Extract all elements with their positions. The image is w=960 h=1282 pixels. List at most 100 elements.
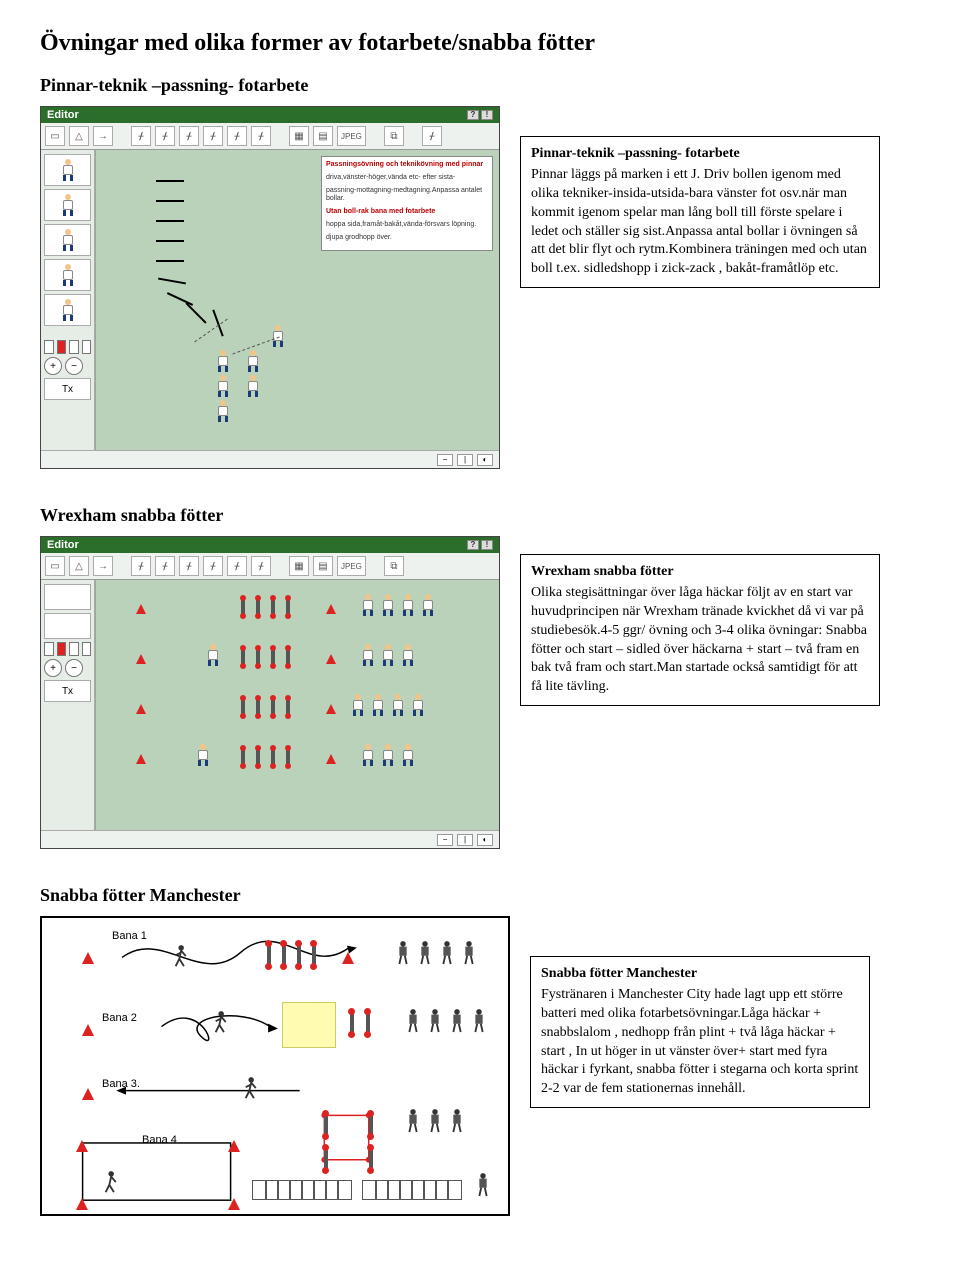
color-swatches — [44, 642, 91, 656]
editor-2: Editor ? ! ▭ △ → ᚋ ᚋ ᚋ ᚋ ᚋ ᚋ — [40, 536, 500, 849]
player-icon — [402, 1108, 424, 1134]
swatch-red[interactable] — [57, 642, 67, 656]
editor2-statusbar: − | ◐ — [41, 830, 499, 848]
status-icon[interactable]: | — [457, 454, 473, 466]
tool-icon[interactable]: → — [93, 556, 113, 576]
player-icon — [424, 1008, 446, 1034]
player-icon[interactable]: ᚋ — [155, 126, 175, 146]
player-icon — [446, 1008, 468, 1034]
section2-heading: Wrexham snabba fötter — [40, 505, 920, 526]
status-icon[interactable]: − — [437, 454, 453, 466]
palette-player[interactable] — [44, 224, 91, 256]
player-icon[interactable]: ᚋ — [251, 126, 271, 146]
player-icon[interactable]: ᚋ — [155, 556, 175, 576]
section3-description: Snabba fötter Manchester Fystränaren i M… — [530, 956, 870, 1108]
editor2-sidebar: + − Tx — [41, 580, 95, 830]
plus-icon[interactable]: + — [44, 357, 62, 375]
swatch-white[interactable] — [82, 642, 92, 656]
player-icon — [472, 1172, 494, 1198]
copy-icon[interactable]: ⧉ — [384, 556, 404, 576]
editor1-toolbar: ▭ △ → ᚋ ᚋ ᚋ ᚋ ᚋ ᚋ ▦ ▤ JPEG ⧉ — [41, 123, 499, 150]
copy-icon[interactable]: ⧉ — [384, 126, 404, 146]
section-pinnar: Pinnar-teknik –passning- fotarbete Edito… — [40, 75, 920, 469]
tx-button[interactable]: Tx — [44, 378, 91, 400]
palette-player[interactable] — [44, 294, 91, 326]
player-icon[interactable]: ᚋ — [203, 126, 223, 146]
palette-player[interactable] — [44, 259, 91, 291]
runner-icon — [242, 1076, 264, 1102]
section-wrexham: Wrexham snabba fötter Editor ? ! ▭ △ → ᚋ — [40, 505, 920, 849]
bana1-label: Bana 1 — [112, 930, 147, 942]
tool-icon[interactable]: ▤ — [313, 556, 333, 576]
section1-description: Pinnar-teknik –passning- fotarbete Pinna… — [520, 136, 880, 288]
editor1-canvas[interactable]: Passningsövning och teknikövning med pin… — [95, 150, 499, 450]
palette-player[interactable] — [44, 154, 91, 186]
player-icon — [402, 1008, 424, 1034]
tool-icon[interactable]: ▭ — [45, 556, 65, 576]
section3-heading: Snabba fötter Manchester — [40, 885, 920, 906]
player-icon[interactable]: ᚋ — [179, 126, 199, 146]
section3-diagram: Bana 1 Bana 2 Bana 3. Bana 4 — [40, 916, 510, 1216]
editor1-statusbar: − | ◐ — [41, 450, 499, 468]
status-icon[interactable]: ◐ — [477, 834, 493, 846]
swatch-white[interactable] — [44, 642, 54, 656]
swatch-white[interactable] — [82, 340, 92, 354]
palette-player[interactable] — [44, 613, 91, 639]
page-title: Övningar med olika former av fotarbete/s… — [40, 30, 920, 57]
info-icon[interactable]: ! — [481, 540, 493, 550]
player-icon — [392, 940, 414, 966]
palette-player[interactable] — [44, 189, 91, 221]
tool-icon[interactable]: ▭ — [45, 126, 65, 146]
editor1-title: Editor — [47, 109, 79, 121]
player-icon — [458, 940, 480, 966]
player-icon[interactable]: ᚋ — [251, 556, 271, 576]
player-icon — [436, 940, 458, 966]
grid-icon[interactable]: ▦ — [289, 126, 309, 146]
tool-icon[interactable]: → — [93, 126, 113, 146]
editor2-titlebar: Editor ? ! — [41, 537, 499, 553]
help-icon[interactable]: ? — [467, 540, 479, 550]
runner-icon — [212, 1010, 234, 1036]
player-icon[interactable]: ᚋ — [179, 556, 199, 576]
player-icon — [446, 1108, 468, 1134]
desc1-body: Pinnar läggs på marken i ett J. Driv bol… — [531, 166, 869, 279]
desc3-title: Snabba fötter Manchester — [541, 965, 859, 984]
status-icon[interactable]: | — [457, 834, 473, 846]
player-icon[interactable]: ᚋ — [227, 556, 247, 576]
jpeg-button[interactable]: JPEG — [337, 126, 366, 146]
runner-icon[interactable]: ᚋ — [422, 126, 442, 146]
status-icon[interactable]: − — [437, 834, 453, 846]
player-icon[interactable]: ᚋ — [131, 126, 151, 146]
help-icon[interactable]: ? — [467, 110, 479, 120]
jpeg-button[interactable]: JPEG — [337, 556, 366, 576]
player-icon[interactable]: ᚋ — [131, 556, 151, 576]
desc2-title: Wrexham snabba fötter — [531, 563, 869, 582]
tx-button[interactable]: Tx — [44, 680, 91, 702]
palette-player[interactable] — [44, 584, 91, 610]
player-icon — [424, 1108, 446, 1134]
editor1-titlebar: Editor ? ! — [41, 107, 499, 123]
player-icon[interactable]: ᚋ — [227, 126, 247, 146]
section2-diagram: Editor ? ! ▭ △ → ᚋ ᚋ ᚋ ᚋ ᚋ ᚋ — [40, 536, 500, 849]
swatch-red[interactable] — [57, 340, 67, 354]
grid-icon[interactable]: ▦ — [289, 556, 309, 576]
section2-description: Wrexham snabba fötter Olika stegisättnin… — [520, 554, 880, 706]
desc3-body: Fystränaren i Manchester City hade lagt … — [541, 986, 859, 1099]
desc1-title: Pinnar-teknik –passning- fotarbete — [531, 145, 869, 164]
swatch-white[interactable] — [69, 642, 79, 656]
minus-icon[interactable]: − — [65, 357, 83, 375]
info-icon[interactable]: ! — [481, 110, 493, 120]
swatch-white[interactable] — [44, 340, 54, 354]
tool-icon[interactable]: △ — [69, 556, 89, 576]
ladder — [362, 1180, 462, 1200]
player-icon[interactable]: ᚋ — [203, 556, 223, 576]
minus-icon[interactable]: − — [65, 659, 83, 677]
bana2-label: Bana 2 — [102, 1012, 137, 1024]
tool-icon[interactable]: △ — [69, 126, 89, 146]
editor2-canvas[interactable] — [95, 580, 499, 830]
swatch-white[interactable] — [69, 340, 79, 354]
editor-1: Editor ? ! ▭ △ → ᚋ ᚋ ᚋ ᚋ ᚋ ᚋ — [40, 106, 500, 469]
plus-icon[interactable]: + — [44, 659, 62, 677]
status-icon[interactable]: ◐ — [477, 454, 493, 466]
tool-icon[interactable]: ▤ — [313, 126, 333, 146]
